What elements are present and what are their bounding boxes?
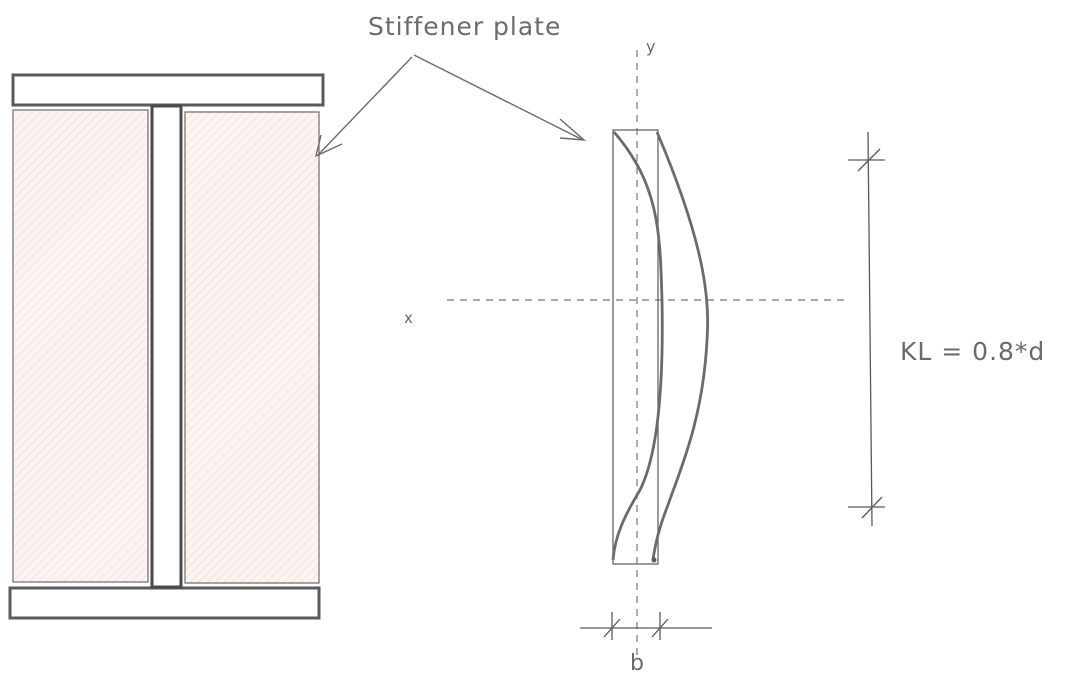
stiffener-label: Stiffener plate [368, 12, 561, 41]
i-section [8, 73, 325, 620]
b-tick-left [603, 618, 621, 638]
kl-tick-top [857, 148, 881, 172]
b-dimension: b [580, 612, 712, 676]
arrowhead-left [314, 134, 343, 158]
bottom-flange [8, 586, 321, 620]
b-tick-right [651, 618, 669, 638]
arrowhead-right [559, 118, 587, 141]
leader-arrow-right [413, 54, 584, 141]
kl-tick-bottom [861, 496, 883, 519]
kl-label: KL = 0.8*d [900, 337, 1045, 366]
kl-dimension: KL = 0.8*d [848, 131, 1045, 527]
undeformed-plate [612, 129, 659, 565]
x-axis-label: x [404, 309, 414, 327]
buckling-detail: y x [404, 37, 850, 655]
stiffener-plate-right [184, 111, 320, 584]
buckled-left-curve [611, 131, 664, 561]
buckled-right-curve [651, 131, 710, 561]
top-flange [11, 73, 325, 107]
stiffener-callout: Stiffener plate [314, 12, 587, 158]
stiffener-plate-left [12, 109, 149, 583]
b-label: b [630, 651, 645, 676]
buckled-end-dot [651, 557, 657, 563]
web [150, 104, 183, 589]
y-axis-label: y [646, 37, 656, 56]
leader-arrow-left [317, 56, 413, 156]
kl-dimension-line [867, 131, 873, 527]
